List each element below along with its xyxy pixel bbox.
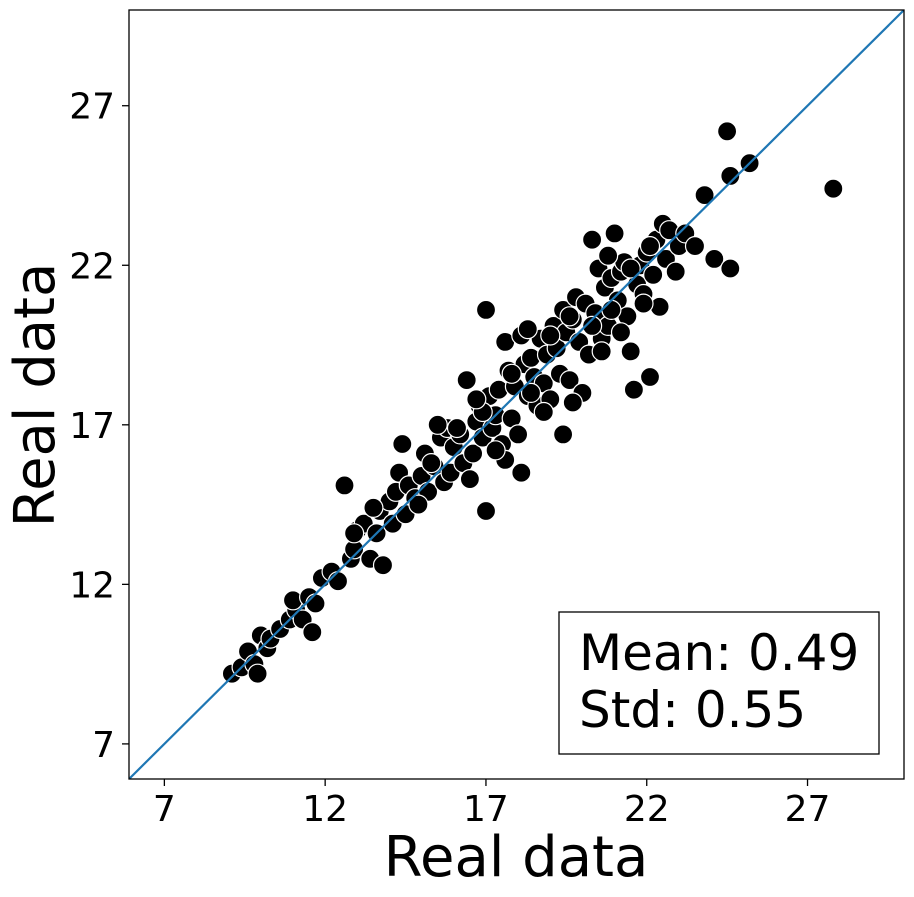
stats-box-frame (558, 611, 880, 755)
data-point (540, 325, 561, 346)
data-point (620, 341, 641, 362)
data-point (363, 497, 384, 518)
data-point (623, 379, 645, 400)
data-point (408, 494, 429, 515)
y-tick-label: 27 (69, 87, 115, 128)
data-point (446, 417, 468, 439)
std-label: Std: 0.55 (579, 681, 806, 739)
y-tick-label: 12 (69, 565, 115, 606)
data-point (562, 392, 583, 413)
x-axis-title: Real data (384, 825, 649, 890)
y-axis-title: Real data (3, 263, 68, 528)
data-point (643, 264, 664, 285)
x-tick-label: 17 (463, 789, 509, 830)
data-point (520, 382, 542, 403)
data-point (463, 443, 484, 464)
data-point (704, 248, 725, 269)
data-point (633, 293, 654, 314)
data-point (591, 341, 612, 362)
x-tick-label: 22 (624, 789, 670, 830)
identity-line (129, 10, 904, 779)
mean-label: Mean: 0.49 (579, 624, 859, 682)
data-point (475, 299, 497, 320)
data-point (665, 261, 686, 282)
data-point (427, 414, 448, 435)
data-point (597, 245, 619, 266)
data-point (610, 322, 632, 343)
data-point (302, 622, 323, 643)
data-point (344, 523, 365, 544)
data-point (334, 475, 355, 496)
stats-box: Mean: 0.49 Std: 0.55 (558, 611, 880, 755)
data-point (581, 315, 603, 336)
data-point (720, 258, 741, 279)
data-point (533, 401, 554, 423)
data-point (485, 440, 506, 461)
data-point (247, 663, 268, 684)
data-point (639, 366, 661, 388)
data-point (466, 389, 487, 410)
data-point (392, 433, 413, 455)
data-point (501, 363, 522, 384)
data-point (372, 555, 394, 576)
x-tick-label: 7 (153, 789, 176, 830)
data-point (639, 236, 661, 257)
identity-line-layer (129, 10, 904, 779)
data-point (823, 178, 844, 199)
data-point (716, 121, 738, 142)
data-point (581, 229, 603, 250)
data-point (720, 165, 741, 186)
y-tick-label: 7 (92, 725, 115, 766)
y-tick-label: 22 (69, 246, 115, 287)
data-point (552, 424, 574, 445)
data-point (620, 258, 641, 279)
data-point (684, 236, 706, 257)
x-tick-label: 12 (302, 789, 348, 830)
data-point (601, 299, 622, 320)
data-point (517, 319, 538, 340)
x-tick-label: 27 (785, 789, 831, 830)
data-point (456, 370, 477, 391)
y-tick-label: 17 (69, 406, 115, 447)
data-point (559, 370, 580, 391)
data-point (511, 462, 532, 483)
plot-frame (128, 9, 905, 780)
tick-layer: 7 12 17 22 27 7 12 17 22 27 (69, 87, 830, 830)
data-point (421, 453, 442, 474)
data-point (305, 593, 326, 614)
plot-layer (221, 121, 844, 684)
data-point (694, 185, 715, 206)
data-point (459, 469, 480, 490)
data-point (507, 424, 529, 445)
data-point (604, 223, 625, 244)
data-point (475, 500, 497, 522)
data-point (559, 306, 580, 327)
data-point (327, 571, 349, 592)
